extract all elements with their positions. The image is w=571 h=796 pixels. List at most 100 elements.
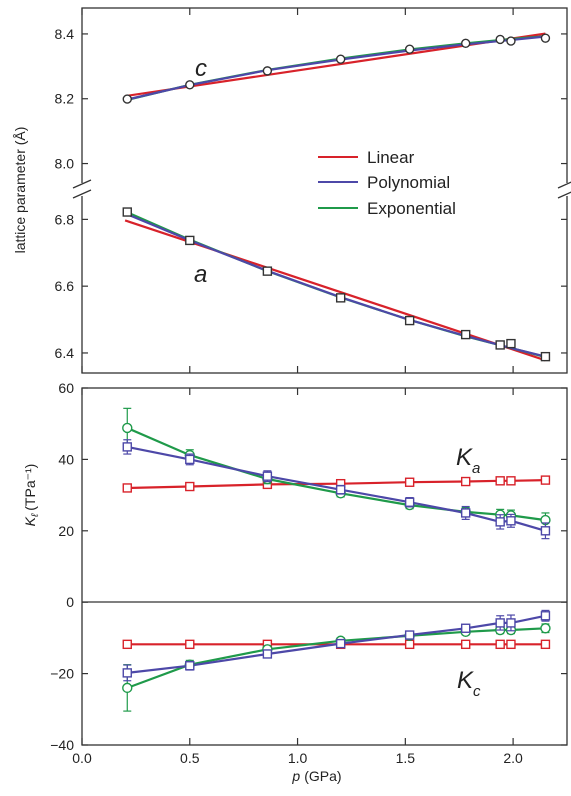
- point-ka-polynomial-6: [495, 517, 505, 527]
- axis-break-mark-lower-right: [557, 191, 571, 199]
- x-tick-label-0-0: 0.0: [72, 750, 92, 766]
- point-ka-linear-1: [185, 481, 195, 492]
- point-c-6: [495, 34, 505, 45]
- bottom-axes: −40 −20 0 20 40 60 0.0 0.5 1.0 1.5 2.0: [50, 380, 567, 766]
- point-ka-polynomial-3: [335, 485, 346, 495]
- point-a-7: [506, 338, 516, 349]
- point-ka-polynomial-1: [185, 454, 195, 465]
- fit-a-polynomial: [124, 212, 546, 358]
- point-c-0: [122, 94, 132, 104]
- top-panel: 8.0 8.2 8.4 6.4 6.6 6.8 lattice parameter (Å)…: [12, 7, 571, 374]
- point-c-4: [404, 44, 415, 54]
- point-a-2: [262, 266, 273, 276]
- point-kc-polynomial-7: [506, 618, 516, 628]
- ka-curve-label: Ka: [456, 444, 480, 477]
- fit-c-polynomial: [124, 35, 546, 102]
- point-kc-linear-0: [122, 639, 132, 650]
- kc-subscript: c: [473, 683, 481, 700]
- fit-a-linear: [124, 219, 546, 362]
- point-ka-linear-0: [122, 483, 132, 493]
- bottom-y-axis-symbol: K: [22, 516, 38, 526]
- point-ka-polynomial-4: [404, 497, 415, 507]
- point-kc-polynomial-6: [495, 618, 505, 628]
- line-ka-exponential: [126, 426, 546, 522]
- point-a-5: [460, 329, 471, 340]
- point-kc-polynomial-8: [540, 611, 551, 621]
- bottom-y-tick-label-0: 0: [66, 594, 74, 610]
- point-ka-polynomial-2: [262, 471, 273, 481]
- point-kc-linear-8: [540, 639, 551, 650]
- x-axis-units: (GPa): [304, 768, 341, 784]
- c-curve-label: c: [195, 55, 207, 82]
- point-c-7: [506, 36, 516, 46]
- point-a-3: [335, 293, 346, 303]
- bottom-panel: −40 −20 0 20 40 60 0.0 0.5 1.0 1.5 2.0 Kℓ (TPa⁻¹) p…: [22, 380, 568, 784]
- point-a-1: [185, 235, 195, 246]
- legend: Linear Polynomial Exponential: [318, 148, 456, 218]
- point-ka-polynomial-8: [540, 526, 551, 536]
- kc-symbol: K: [457, 667, 474, 694]
- ka-subscript: a: [472, 460, 480, 477]
- point-a-6: [495, 340, 505, 350]
- top-fit-curves: [124, 32, 546, 362]
- bottom-y-tick-label-60: 60: [58, 380, 74, 396]
- point-kc-polynomial-2: [262, 649, 273, 659]
- bottom-y-tick-label--40: −40: [50, 737, 74, 753]
- top-y-axis-title: lattice parameter (Å): [12, 127, 28, 254]
- axis-break-mark-upper-left: [72, 179, 92, 189]
- line-kc-exponential: [126, 627, 546, 689]
- point-kc-polynomial-1: [185, 661, 195, 671]
- top-upper-y-tick-label-8-4: 8.4: [55, 26, 75, 42]
- fit-c-exponential: [124, 35, 546, 102]
- top-lower-y-tick-label-6-8: 6.8: [55, 211, 75, 227]
- point-kc-polynomial-3: [335, 638, 346, 649]
- point-ka-polynomial-5: [460, 508, 471, 518]
- x-tick-label-2-0: 2.0: [503, 750, 523, 766]
- point-a-8: [540, 351, 551, 362]
- point-ka-polynomial-7: [506, 516, 516, 526]
- point-kc-polynomial-0: [122, 668, 132, 678]
- point-c-5: [460, 38, 471, 49]
- kc-curve-label: Kc: [457, 667, 481, 700]
- bottom-y-tick-label--20: −20: [50, 666, 74, 682]
- point-kc-linear-5: [460, 639, 471, 650]
- x-tick-label-0-5: 0.5: [180, 750, 200, 766]
- point-kc-linear-4: [404, 639, 415, 650]
- fit-a-exponential: [124, 210, 546, 359]
- top-upper-y-tick-label-8-2: 8.2: [55, 91, 75, 107]
- point-c-2: [262, 66, 273, 76]
- bottom-y-tick-label-20: 20: [58, 523, 74, 539]
- top-upper-y-tick-label-8-0: 8.0: [55, 156, 75, 172]
- point-a-4: [404, 315, 415, 326]
- point-c-8: [540, 33, 551, 43]
- point-ka-linear-8: [540, 475, 551, 485]
- point-a-0: [122, 207, 132, 217]
- point-ka-linear-5: [460, 476, 471, 487]
- bottom-data-points: [122, 407, 551, 712]
- point-ka-exponential-0: [122, 422, 133, 434]
- legend-label-linear: Linear: [367, 148, 415, 167]
- point-kc-linear-7: [506, 639, 516, 650]
- point-ka-linear-7: [506, 476, 516, 486]
- ka-symbol: K: [456, 444, 473, 471]
- point-kc-exponential-0: [122, 682, 133, 694]
- point-c-1: [185, 80, 195, 90]
- point-ka-polynomial-0: [122, 442, 132, 452]
- x-tick-label-1-5: 1.5: [396, 750, 416, 766]
- top-axes: 8.0 8.2 8.4 6.4 6.6 6.8: [55, 8, 571, 373]
- top-data-points: [122, 33, 551, 362]
- bottom-y-axis-title: Kℓ (TPa⁻¹): [22, 464, 41, 527]
- point-kc-exponential-8: [540, 623, 551, 634]
- top-lower-y-tick-label-6-6: 6.6: [55, 278, 75, 294]
- point-kc-polynomial-4: [404, 630, 415, 640]
- legend-label-exponential: Exponential: [367, 199, 456, 218]
- bottom-y-axis-subscript: ℓ: [30, 513, 41, 518]
- point-ka-linear-4: [404, 477, 415, 487]
- point-ka-linear-6: [495, 476, 505, 486]
- point-kc-linear-6: [495, 639, 505, 650]
- x-axis-symbol: p: [291, 768, 300, 784]
- point-kc-linear-1: [185, 639, 195, 650]
- legend-label-polynomial: Polynomial: [367, 173, 450, 192]
- bottom-y-axis-units: (TPa⁻¹): [22, 464, 38, 511]
